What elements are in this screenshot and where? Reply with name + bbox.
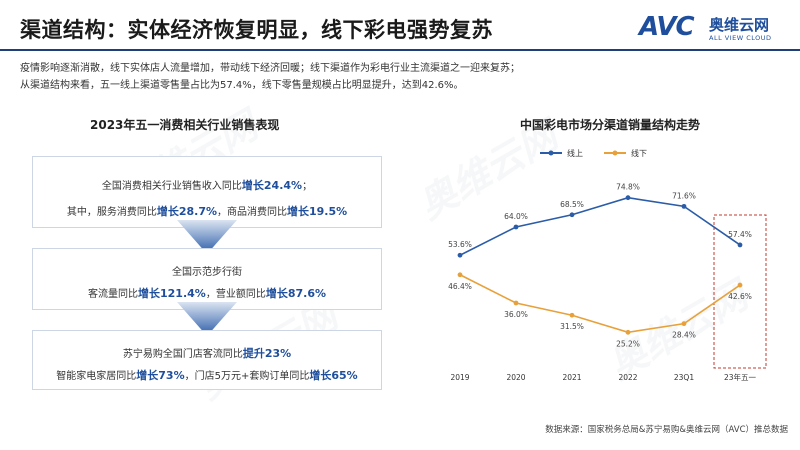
- data-label: 42.6%: [728, 292, 752, 301]
- data-point: [569, 312, 575, 318]
- data-label: 36.0%: [504, 310, 528, 319]
- data-label: 28.4%: [672, 331, 696, 340]
- panel-highlight: 增长28.7%: [156, 205, 217, 218]
- panel-highlight: 增长121.4%: [138, 287, 206, 300]
- chart-title: 中国彩电市场分渠道销量结构走势: [520, 118, 701, 132]
- panel-highlight: 增长65%: [309, 369, 358, 382]
- panel-line: 全国消费相关行业销售收入同比增长24.4%；: [33, 177, 381, 193]
- data-label: 53.6%: [448, 240, 472, 249]
- panel-text: 苏宁易购全国门店客流同比: [122, 349, 243, 360]
- panel-suning: 苏宁易购全国门店客流同比提升23% 智能家电家居同比增长73%，门店5万元+套购…: [32, 330, 382, 390]
- x-tick-label: 2020: [506, 373, 525, 382]
- panel-pedestrian-street: 全国示范步行街 客流量同比增长121.4%，营业额同比增长87.6%: [32, 248, 382, 310]
- logo-english-name: ALL VIEW CLOUD: [709, 34, 772, 42]
- data-point: [681, 203, 687, 209]
- data-point: [457, 272, 463, 278]
- panel-highlight: 提升23%: [242, 347, 292, 360]
- data-point: [513, 224, 519, 230]
- highlight-box: [713, 214, 767, 369]
- panel-text: 智能家电家居同比: [56, 371, 137, 382]
- panel-national-consumption: 全国消费相关行业销售收入同比增长24.4%； 其中，服务消费同比增长28.7%，…: [32, 156, 382, 228]
- data-label: 71.6%: [672, 191, 696, 200]
- avc-logo: AVC 奥维云网 ALL VIEW CLOUD: [639, 12, 789, 46]
- intro-line-2: 从渠道结构来看，五一线上渠道零售量占比为57.4%，线下零售量规模占比明显提升，…: [20, 80, 464, 91]
- title-divider: [0, 49, 800, 51]
- panel-text: 客流量同比: [88, 289, 138, 300]
- data-label: 68.5%: [560, 200, 584, 209]
- data-point: [513, 300, 519, 306]
- intro-line-1: 疫情影响逐渐消散，线下实体店人流量增加，带动线下经济回暖；线下渠道作为彩电行业主…: [20, 63, 520, 74]
- panel-text: ，营业额同比: [205, 289, 266, 300]
- logo-chinese-name: 奥维云网: [709, 16, 770, 34]
- x-tick-label: 2022: [618, 373, 637, 382]
- panel-text: ；: [302, 181, 313, 192]
- series-line: [459, 274, 741, 334]
- page-title: 渠道结构：实体经济恢复明显，线下彩电强势复苏: [20, 18, 493, 42]
- x-tick-label: 23年五一: [724, 372, 757, 382]
- panel-highlight: 增长73%: [136, 369, 185, 382]
- panel-highlight: 增长87.6%: [265, 287, 326, 300]
- chevron-down-icon: [177, 302, 237, 336]
- data-point: [569, 212, 575, 218]
- data-point: [737, 242, 743, 248]
- channel-structure-chart: 线上 线下 53.6% 64.0% 68.5% 74.8% 71.6% 57.4% 46.4% 3…: [448, 148, 767, 382]
- panel-line: 苏宁易购全国门店客流同比提升23%: [33, 345, 381, 361]
- legend-label: 线下: [631, 148, 647, 158]
- panel-text: 其中，服务消费同比: [66, 207, 157, 218]
- logo-wordmark: AVC: [639, 12, 695, 42]
- panel-text: ，门店5万元+套购订单同比: [184, 371, 310, 382]
- data-point: [625, 329, 631, 335]
- data-point: [625, 195, 631, 201]
- legend-marker: [548, 150, 554, 156]
- legend-label: 线上: [567, 148, 583, 158]
- data-label: 57.4%: [728, 230, 752, 239]
- data-label: 31.5%: [560, 322, 584, 331]
- panel-text: 全国消费相关行业销售收入同比: [101, 181, 242, 192]
- intro-text: 疫情影响逐渐消散，线下实体店人流量增加，带动线下经济回暖；线下渠道作为彩电行业主…: [20, 60, 520, 94]
- data-label: 74.8%: [616, 183, 640, 192]
- data-source: 数据来源：国家税务总局&苏宁易购&奥维云网（AVC）推总数据: [545, 425, 788, 435]
- panel-line: 全国示范步行街: [172, 267, 242, 278]
- chevron-down-icon: [177, 220, 237, 254]
- panel-line: 其中，服务消费同比增长28.7%，商品消费同比增长19.5%: [33, 203, 381, 219]
- panel-text: ，商品消费同比: [217, 207, 287, 218]
- panel-line: 智能家电家居同比增长73%，门店5万元+套购订单同比增长65%: [33, 367, 381, 383]
- panel-highlight: 增长19.5%: [287, 205, 348, 218]
- series-line: [459, 196, 741, 256]
- data-label: 46.4%: [448, 282, 472, 291]
- panel-line: 客流量同比增长121.4%，营业额同比增长87.6%: [33, 285, 381, 301]
- data-point: [681, 321, 687, 327]
- panel-highlight: 增长24.4%: [241, 179, 303, 192]
- data-label: 64.0%: [504, 212, 528, 221]
- left-section-title: 2023年五一消费相关行业销售表现: [90, 118, 280, 132]
- x-tick-label: 23Q1: [674, 373, 694, 382]
- data-point: [457, 252, 463, 258]
- x-tick-label: 2021: [562, 373, 581, 382]
- data-label: 25.2%: [616, 339, 640, 348]
- legend-marker: [612, 150, 618, 156]
- x-tick-label: 2019: [450, 373, 469, 382]
- data-point: [737, 282, 743, 288]
